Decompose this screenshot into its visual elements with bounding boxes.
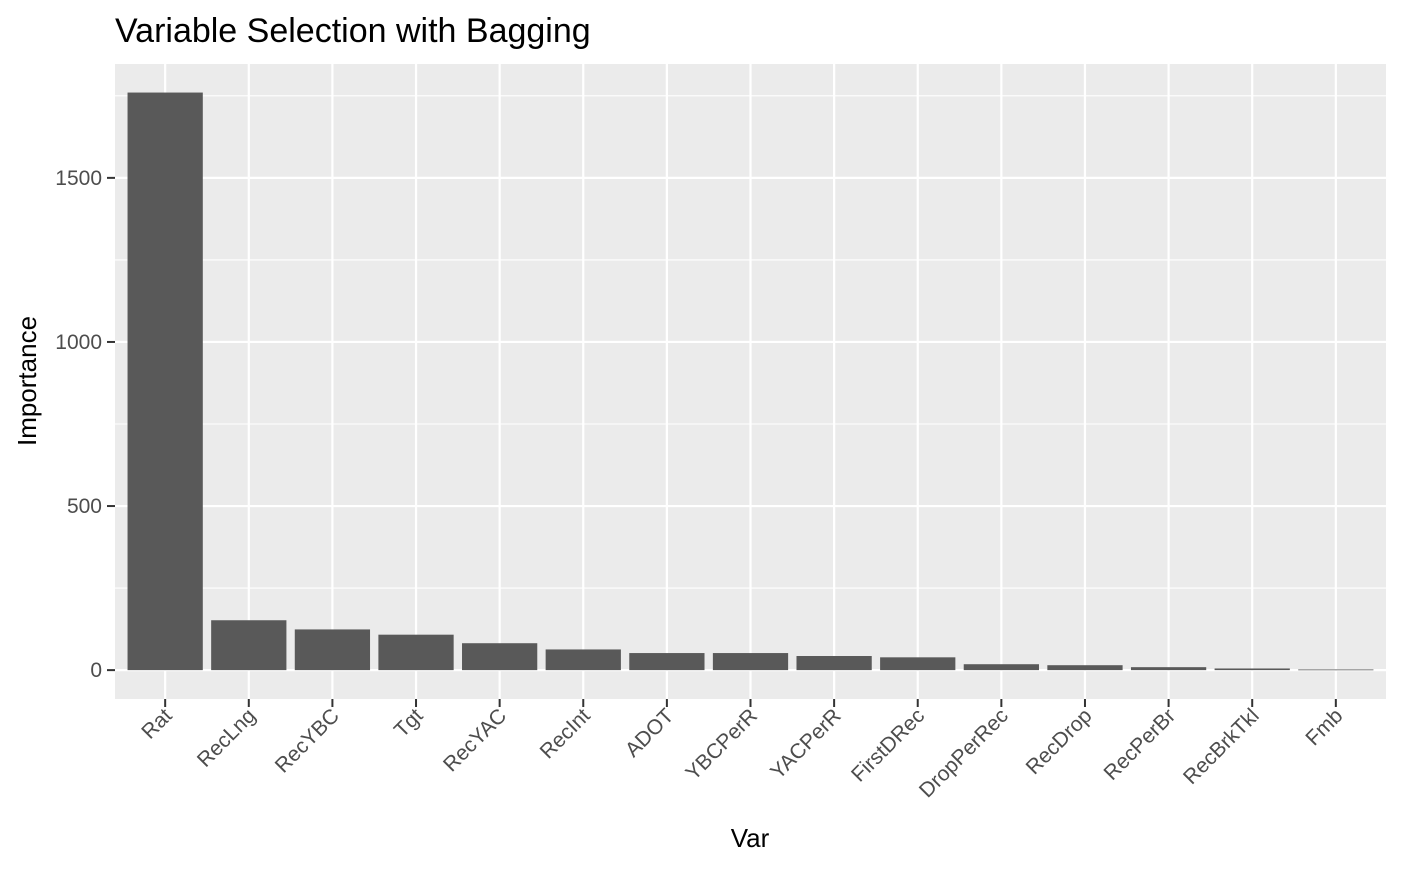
- bar-fmb: [1298, 669, 1374, 671]
- bar-recybc: [294, 629, 371, 671]
- bar-recperbr: [1130, 667, 1207, 671]
- x-tick-label: ADOT: [621, 704, 679, 762]
- y-tick-label: 1500: [55, 167, 102, 190]
- y-tick-label: 0: [90, 659, 102, 682]
- bar-recbrktkl: [1214, 668, 1290, 671]
- x-tick-label: Tgt: [390, 704, 428, 742]
- bar-yacperr: [796, 656, 872, 671]
- x-tick-label: DropPerRec: [915, 704, 1013, 802]
- bar-recyac: [462, 643, 538, 671]
- bar-reclng: [211, 620, 287, 671]
- y-axis: 0 500 1000 1500: [55, 167, 115, 682]
- x-tick-label: RecLng: [193, 704, 260, 771]
- x-tick-label: FirstDRec: [847, 704, 929, 786]
- y-axis-title: Importance: [12, 316, 42, 446]
- bar-firstdrec: [880, 657, 956, 671]
- x-tick-label: Fmb: [1301, 704, 1347, 750]
- bar-recint: [545, 649, 621, 671]
- x-tick-label: RecDrop: [1022, 704, 1097, 779]
- x-tick-label: Rat: [137, 704, 176, 743]
- bar-dropperrec: [963, 664, 1039, 671]
- bar-adot: [629, 653, 705, 671]
- x-tick-label: YACPerR: [766, 704, 846, 784]
- x-tick-label: RecYAC: [439, 704, 511, 776]
- chart-title: Variable Selection with Bagging: [115, 12, 591, 50]
- bars: [127, 92, 1374, 671]
- x-tick-label: RecInt: [536, 704, 595, 763]
- bar-ybcperr: [712, 653, 789, 671]
- x-axis-title: Var: [731, 823, 770, 853]
- bar-rat: [127, 92, 203, 671]
- y-tick-label: 1000: [55, 331, 102, 354]
- x-axis: Rat RecLng RecYBC Tgt RecYAC RecInt ADOT YBCPer…: [137, 699, 1347, 802]
- x-tick-label: RecYBC: [271, 704, 344, 777]
- x-tick-label: YBCPerR: [681, 704, 762, 785]
- bar-recdrop: [1047, 665, 1123, 671]
- y-tick-label: 500: [67, 495, 102, 518]
- bar-tgt: [378, 634, 454, 671]
- x-tick-label: RecBrkTkl: [1179, 704, 1264, 789]
- x-tick-label: RecPerBr: [1099, 704, 1180, 785]
